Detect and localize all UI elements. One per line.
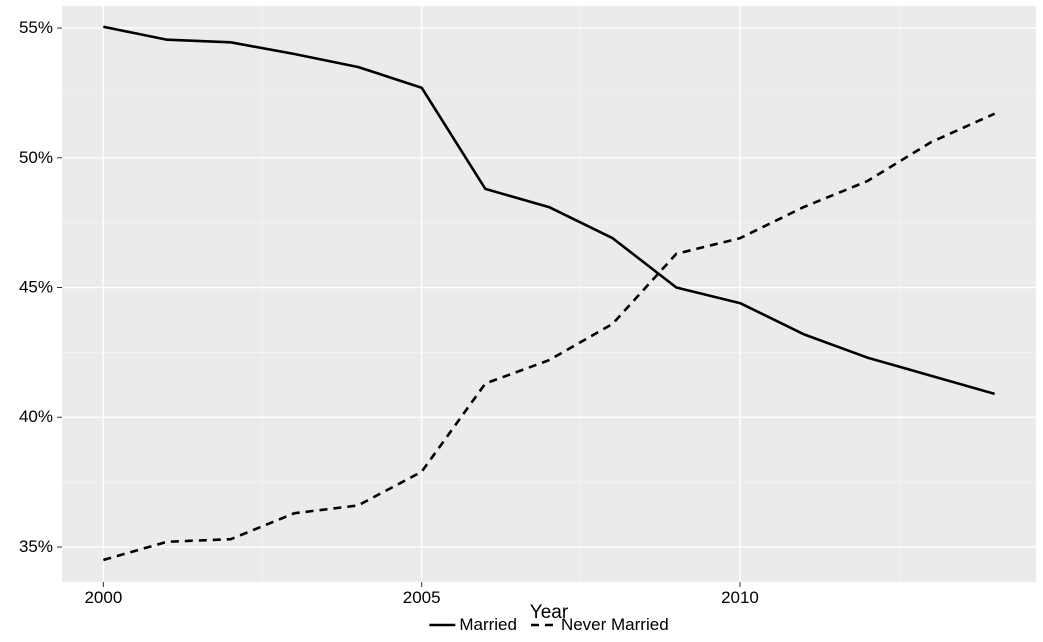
y-tick-label: 40% bbox=[19, 407, 53, 426]
legend-label: Married bbox=[459, 615, 517, 634]
legend-label: Never Married bbox=[561, 615, 669, 634]
y-tick-label: 50% bbox=[19, 148, 53, 167]
x-tick-label: 2000 bbox=[84, 588, 122, 607]
line-chart: 20002005201035%40%45%50%55%YearMarriedNe… bbox=[0, 0, 1043, 642]
plot-panel bbox=[62, 6, 1036, 582]
x-tick-label: 2005 bbox=[403, 588, 441, 607]
y-tick-label: 35% bbox=[19, 537, 53, 556]
chart-container: 20002005201035%40%45%50%55%YearMarriedNe… bbox=[0, 0, 1043, 642]
y-tick-label: 45% bbox=[19, 278, 53, 297]
x-tick-label: 2010 bbox=[721, 588, 759, 607]
y-tick-label: 55% bbox=[19, 18, 53, 37]
